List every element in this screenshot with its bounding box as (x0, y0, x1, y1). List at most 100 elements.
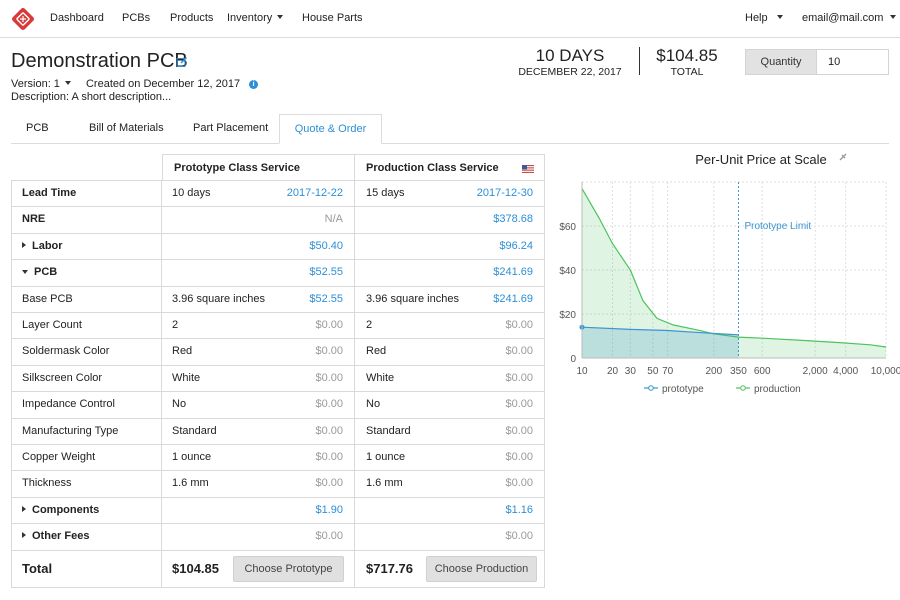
production-spec: White (366, 371, 395, 384)
row-label-cell[interactable]: Labor (11, 233, 162, 260)
pricing-row: Components $1.90 $1.16 (11, 497, 545, 525)
row-label-cell[interactable]: PCB (11, 260, 162, 286)
edit-icon[interactable] (176, 56, 188, 68)
quantity-input[interactable]: 10 (817, 49, 889, 75)
pin-icon (839, 153, 847, 161)
row-label: Impedance Control (22, 398, 115, 411)
production-spec: 3.96 square inches (366, 292, 459, 305)
nav-products[interactable]: Products (170, 12, 214, 24)
nav-dashboard[interactable]: Dashboard (50, 12, 104, 24)
x-tick-label: 200 (705, 366, 722, 377)
pcb-meta: Version: 1 Created on December 12, 2017 … (11, 78, 259, 90)
prototype-price[interactable]: 2017-12-22 (286, 187, 343, 199)
production-cell: 1.6 mm $0.00 (355, 471, 545, 497)
x-tick-label: 20 (607, 366, 619, 377)
x-tick-label: 350 (730, 366, 747, 377)
user-menu[interactable]: email@mail.com (802, 12, 897, 24)
tab-bill-of-materials[interactable]: Bill of Materials (89, 122, 164, 134)
tab-part-placement[interactable]: Part Placement (193, 122, 269, 134)
nav-help[interactable]: Help (745, 12, 783, 24)
prototype-line (581, 326, 739, 336)
row-label-cell[interactable]: Other Fees (11, 524, 162, 550)
total-amount: $104.85 (656, 46, 718, 65)
row-label: Manufacturing Type (22, 424, 119, 437)
prototype-price: $0.00 (315, 477, 343, 490)
total-row-label: Total (11, 550, 162, 587)
production-spec: Standard (366, 424, 411, 437)
tab-quote-and-order[interactable]: Quote & Order (279, 114, 382, 144)
row-label-cell: Manufacturing Type (11, 418, 162, 444)
pricing-row: Lead Time 10 days 2017-12-22 15 days 2017-12… (11, 181, 545, 208)
x-tick-label: 10 (576, 366, 588, 377)
row-label-cell: Copper Weight (11, 445, 162, 471)
description: Description: A short description... (11, 91, 172, 103)
row-label: Components (32, 503, 100, 516)
prototype-header-label: Prototype Class Service (174, 162, 300, 174)
expand-icon[interactable] (22, 505, 26, 512)
prototype-spec: 3.96 square inches (172, 292, 265, 305)
production-price: $0.00 (505, 398, 533, 411)
row-label: Base PCB (22, 292, 73, 305)
tab-pcb[interactable]: PCB (26, 122, 49, 134)
production-price[interactable]: 2017-12-30 (476, 187, 533, 199)
choose-prototype-button[interactable]: Choose Prototype (233, 556, 344, 582)
chevron-down-icon (277, 15, 284, 19)
collapse-icon[interactable] (22, 270, 28, 275)
row-label-cell: Impedance Control (11, 392, 162, 418)
prototype-price: $0.00 (315, 424, 343, 437)
production-cell: $241.69 (355, 260, 545, 286)
prototype-price: $1.90 (315, 503, 343, 516)
production-price: $241.69 (493, 266, 533, 279)
production-cell: 3.96 square inches $241.69 (355, 286, 545, 312)
row-label: Layer Count (22, 319, 82, 331)
prototype-cell: $1.90 (162, 497, 355, 524)
production-price: $241.69 (493, 292, 533, 305)
row-label: PCB (34, 266, 58, 279)
total-label: TOTAL (670, 66, 704, 78)
prototype-cell: N/A (162, 207, 355, 233)
pricing-row: Soldermask Color Red $0.00 Red $0.00 (11, 339, 545, 366)
row-label: Labor (32, 239, 63, 252)
prototype-cell: 1.6 mm $0.00 (162, 471, 355, 497)
production-spec: 1 ounce (366, 451, 406, 463)
x-tick-label: 10,000 (871, 366, 900, 377)
production-price: $0.00 (505, 319, 533, 331)
version-select[interactable]: Version: 1 (11, 78, 71, 90)
expand-icon[interactable] (22, 241, 26, 248)
prototype-price: N/A (324, 213, 343, 226)
production-spec: 1.6 mm (366, 477, 403, 490)
pricing-row: Other Fees $0.00 $0.00 (11, 524, 545, 551)
expand-icon[interactable] (22, 532, 26, 539)
production-header-label: Production Class Service (366, 162, 499, 174)
row-label: NRE (22, 213, 46, 226)
prototype-price: $0.00 (315, 319, 343, 331)
prototype-price: $0.00 (315, 345, 343, 358)
info-icon[interactable]: i (249, 80, 259, 89)
x-tick-label: 600 (754, 366, 771, 377)
prototype-total-cell: $104.85 Choose Prototype (162, 550, 355, 587)
pricing-row: Labor $50.40 $96.24 (11, 233, 545, 261)
prototype-legend-marker (648, 385, 654, 391)
production-cell: No $0.00 (355, 392, 545, 418)
x-tick-label: 30 (625, 366, 637, 377)
prototype-spec: Red (172, 345, 193, 358)
company-logo-icon[interactable] (10, 6, 36, 32)
lead-time-days: 10 DAYS (535, 46, 605, 65)
nav-pcbs[interactable]: PCBs (122, 12, 151, 24)
chevron-down-icon (776, 15, 783, 19)
row-label-cell: NRE (11, 207, 162, 233)
prototype-cell: Red $0.00 (162, 339, 355, 365)
row-label-cell[interactable]: Components (11, 497, 162, 524)
quantity-label: Quantity (745, 49, 817, 75)
row-label-cell: Soldermask Color (11, 339, 162, 365)
row-label: Other Fees (32, 530, 90, 543)
nav-inventory[interactable]: Inventory (227, 12, 284, 24)
choose-production-button[interactable]: Choose Production (426, 556, 537, 582)
prototype-cell: 3.96 square inches $52.55 (162, 286, 355, 312)
prototype-spec: 10 days (172, 187, 211, 199)
pricing-row: Thickness 1.6 mm $0.00 1.6 mm $0.00 (11, 471, 545, 498)
nav-house-parts[interactable]: House Parts (302, 12, 363, 24)
production-total: $717.76 (366, 561, 413, 576)
prototype-spec: 2 (172, 319, 179, 331)
per-unit-price-chart-svg: Per-Unit Price at Scale 0 $20 $40 $60 Prototy… (559, 152, 900, 395)
